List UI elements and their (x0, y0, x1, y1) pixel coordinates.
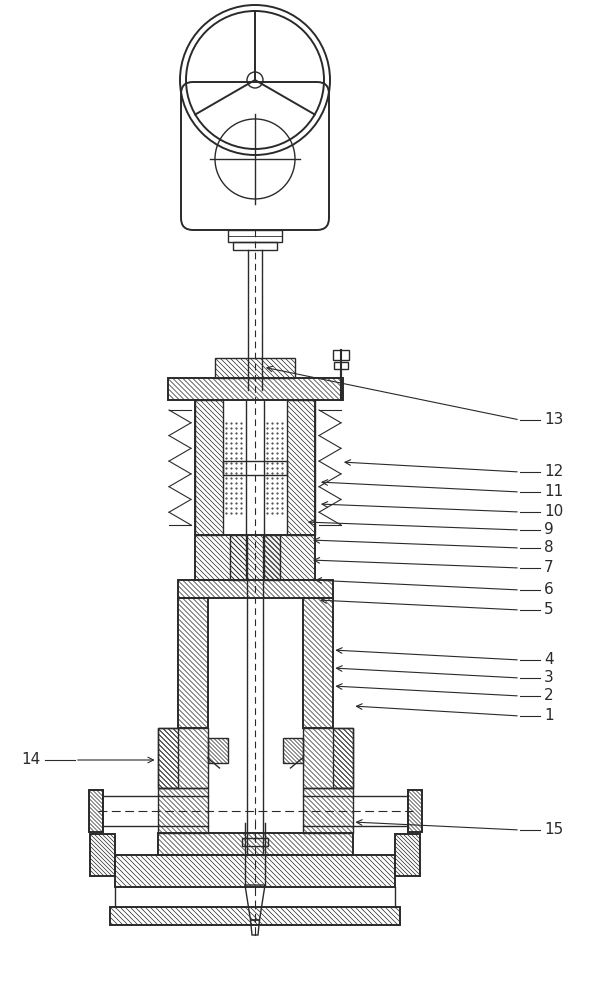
Text: 11: 11 (544, 485, 563, 499)
Text: 7: 7 (544, 560, 554, 576)
Bar (242, 838, 268, 846)
Text: 4: 4 (544, 652, 554, 668)
Bar (233, 242, 277, 250)
Text: 10: 10 (544, 504, 563, 520)
Bar (334, 362, 348, 369)
Text: 6: 6 (544, 582, 554, 597)
Text: 14: 14 (22, 752, 41, 768)
Text: 13: 13 (544, 412, 563, 428)
Text: 8: 8 (544, 540, 554, 556)
Text: 2: 2 (544, 688, 554, 704)
Text: 1: 1 (544, 708, 554, 724)
Text: 12: 12 (544, 464, 563, 480)
Bar (333, 350, 349, 360)
Bar (228, 230, 282, 242)
Text: 3: 3 (544, 670, 554, 686)
Text: 9: 9 (544, 522, 554, 538)
Text: 15: 15 (544, 822, 563, 838)
Bar (223, 460, 287, 475)
Text: 5: 5 (544, 602, 554, 617)
